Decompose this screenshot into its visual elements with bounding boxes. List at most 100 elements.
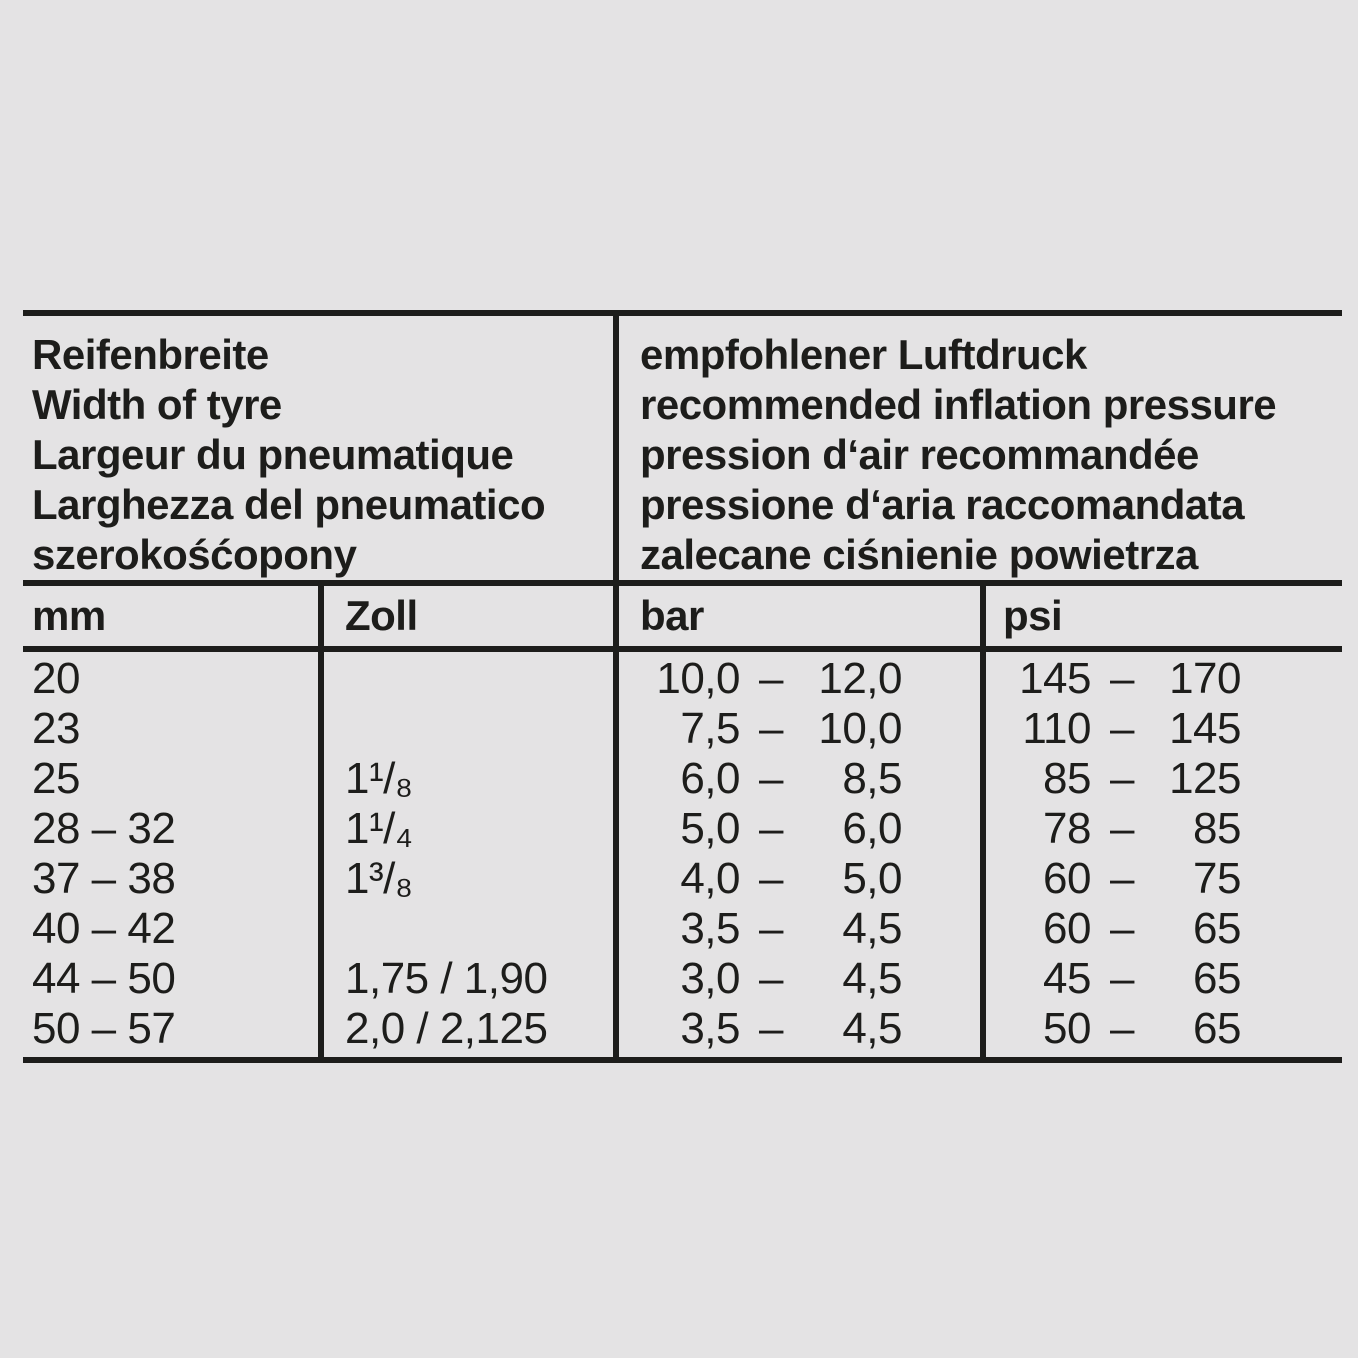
range-dash: –: [1110, 654, 1134, 703]
mm-cell: 28 – 32: [32, 804, 176, 853]
bar-psi-divider: [980, 580, 986, 1063]
table-row: 23 7,5 – 10,0 110 – 145: [23, 704, 1342, 754]
bar-high: 6,0: [842, 804, 902, 853]
bar-low: 6,0: [680, 754, 740, 803]
header-line-de: empfohlener Luftdruck: [640, 331, 1087, 378]
table-row: 44 – 50 1,75 / 1,90 3,0 – 4,5 45 – 65: [23, 954, 1342, 1004]
psi-low: 85: [1043, 754, 1091, 803]
header-line-it: Larghezza del pneumatico: [32, 481, 546, 528]
bar-high: 4,5: [842, 954, 902, 1003]
psi-low: 50: [1043, 1004, 1091, 1053]
bar-range: 4,0 – 5,0: [613, 854, 980, 904]
psi-range: 50 – 65: [980, 1004, 1342, 1054]
table-row: 37 – 38 1³/₈ 4,0 – 5,0 60 – 75: [23, 854, 1342, 904]
column-header-mm: mm: [32, 592, 106, 639]
mm-cell: 37 – 38: [32, 854, 176, 903]
psi-low: 60: [1043, 904, 1091, 953]
zoll-cell: 1,75 / 1,90: [345, 954, 548, 1003]
bar-low: 3,5: [680, 904, 740, 953]
bar-high: 5,0: [842, 854, 902, 903]
header-line-pl: szerokośćopony: [32, 531, 357, 578]
header-line-en: Width of tyre: [32, 381, 282, 428]
bar-range: 5,0 – 6,0: [613, 804, 980, 854]
psi-low: 110: [1022, 704, 1091, 753]
table-row: 28 – 32 1¹/₄ 5,0 – 6,0 78 – 85: [23, 804, 1342, 854]
bar-low: 7,5: [680, 704, 740, 753]
table-row: 40 – 42 3,5 – 4,5 60 – 65: [23, 904, 1342, 954]
bar-high: 12,0: [818, 654, 902, 703]
range-dash: –: [759, 704, 783, 753]
header-line-en: recommended inflation pressure: [640, 381, 1277, 428]
column-header-bar: bar: [640, 592, 704, 639]
header-bottom-rule: [23, 580, 1342, 586]
bottom-rule: [23, 1057, 1342, 1063]
table-row: 50 – 57 2,0 / 2,125 3,5 – 4,5 50 – 65: [23, 1004, 1342, 1054]
bar-low: 4,0: [680, 854, 740, 903]
psi-range: 60 – 75: [980, 854, 1342, 904]
range-dash: –: [1110, 1004, 1134, 1053]
mm-zoll-divider: [318, 580, 324, 1063]
zoll-cell: 1¹/₈: [345, 754, 413, 803]
range-dash: –: [759, 804, 783, 853]
header-line-de: Reifenbreite: [32, 331, 269, 378]
bar-low: 10,0: [656, 654, 740, 703]
psi-high: 170: [1169, 654, 1241, 703]
tyre-pressure-table: Reifenbreite Width of tyre Largeur du pn…: [23, 310, 1342, 1063]
psi-high: 75: [1193, 854, 1241, 903]
column-header-psi: psi: [1003, 592, 1063, 639]
bar-high: 10,0: [818, 704, 902, 753]
header-line-fr: Largeur du pneumatique: [32, 431, 514, 478]
bar-low: 3,5: [680, 1004, 740, 1053]
table-row: 25 1¹/₈ 6,0 – 8,5 85 – 125: [23, 754, 1342, 804]
bar-range: 3,5 – 4,5: [613, 904, 980, 954]
psi-low: 60: [1043, 854, 1091, 903]
range-dash: –: [1110, 904, 1134, 953]
zoll-cell: 2,0 / 2,125: [345, 1004, 548, 1053]
top-rule: [23, 310, 1342, 316]
range-dash: –: [1110, 804, 1134, 853]
psi-range: 60 – 65: [980, 904, 1342, 954]
range-dash: –: [759, 904, 783, 953]
table-header-right: empfohlener Luftdruck recommended inflat…: [640, 330, 1277, 580]
range-dash: –: [1110, 704, 1134, 753]
bar-high: 4,5: [842, 1004, 902, 1053]
psi-high: 85: [1193, 804, 1241, 853]
bar-high: 4,5: [842, 904, 902, 953]
bar-range: 7,5 – 10,0: [613, 704, 980, 754]
range-dash: –: [759, 754, 783, 803]
range-dash: –: [1110, 854, 1134, 903]
mm-cell: 40 – 42: [32, 904, 176, 953]
psi-range: 78 – 85: [980, 804, 1342, 854]
mm-cell: 50 – 57: [32, 1004, 176, 1053]
zoll-cell: 1¹/₄: [345, 804, 413, 853]
range-dash: –: [759, 854, 783, 903]
main-vertical-divider: [613, 310, 619, 1063]
psi-low: 78: [1043, 804, 1091, 853]
table-row: 20 10,0 – 12,0 145 – 170: [23, 654, 1342, 704]
mm-cell: 23: [32, 704, 80, 753]
mm-cell: 25: [32, 754, 80, 803]
bar-range: 6,0 – 8,5: [613, 754, 980, 804]
psi-low: 145: [1019, 654, 1091, 703]
bar-range: 3,5 – 4,5: [613, 1004, 980, 1054]
header-line-it: pressione d‘aria raccomandata: [640, 481, 1245, 528]
column-header-bottom-rule: [23, 646, 1342, 652]
psi-range: 110 – 145: [980, 704, 1342, 754]
range-dash: –: [759, 654, 783, 703]
bar-range: 10,0 – 12,0: [613, 654, 980, 704]
column-header-zoll: Zoll: [345, 592, 418, 639]
psi-high: 125: [1169, 754, 1241, 803]
psi-high: 65: [1193, 904, 1241, 953]
psi-low: 45: [1043, 954, 1091, 1003]
bar-high: 8,5: [842, 754, 902, 803]
bar-low: 5,0: [680, 804, 740, 853]
psi-high: 145: [1169, 704, 1241, 753]
bar-low: 3,0: [680, 954, 740, 1003]
bar-range: 3,0 – 4,5: [613, 954, 980, 1004]
psi-range: 45 – 65: [980, 954, 1342, 1004]
psi-range: 145 – 170: [980, 654, 1342, 704]
header-line-fr: pression d‘air recommandée: [640, 431, 1199, 478]
mm-cell: 44 – 50: [32, 954, 176, 1003]
range-dash: –: [759, 1004, 783, 1053]
